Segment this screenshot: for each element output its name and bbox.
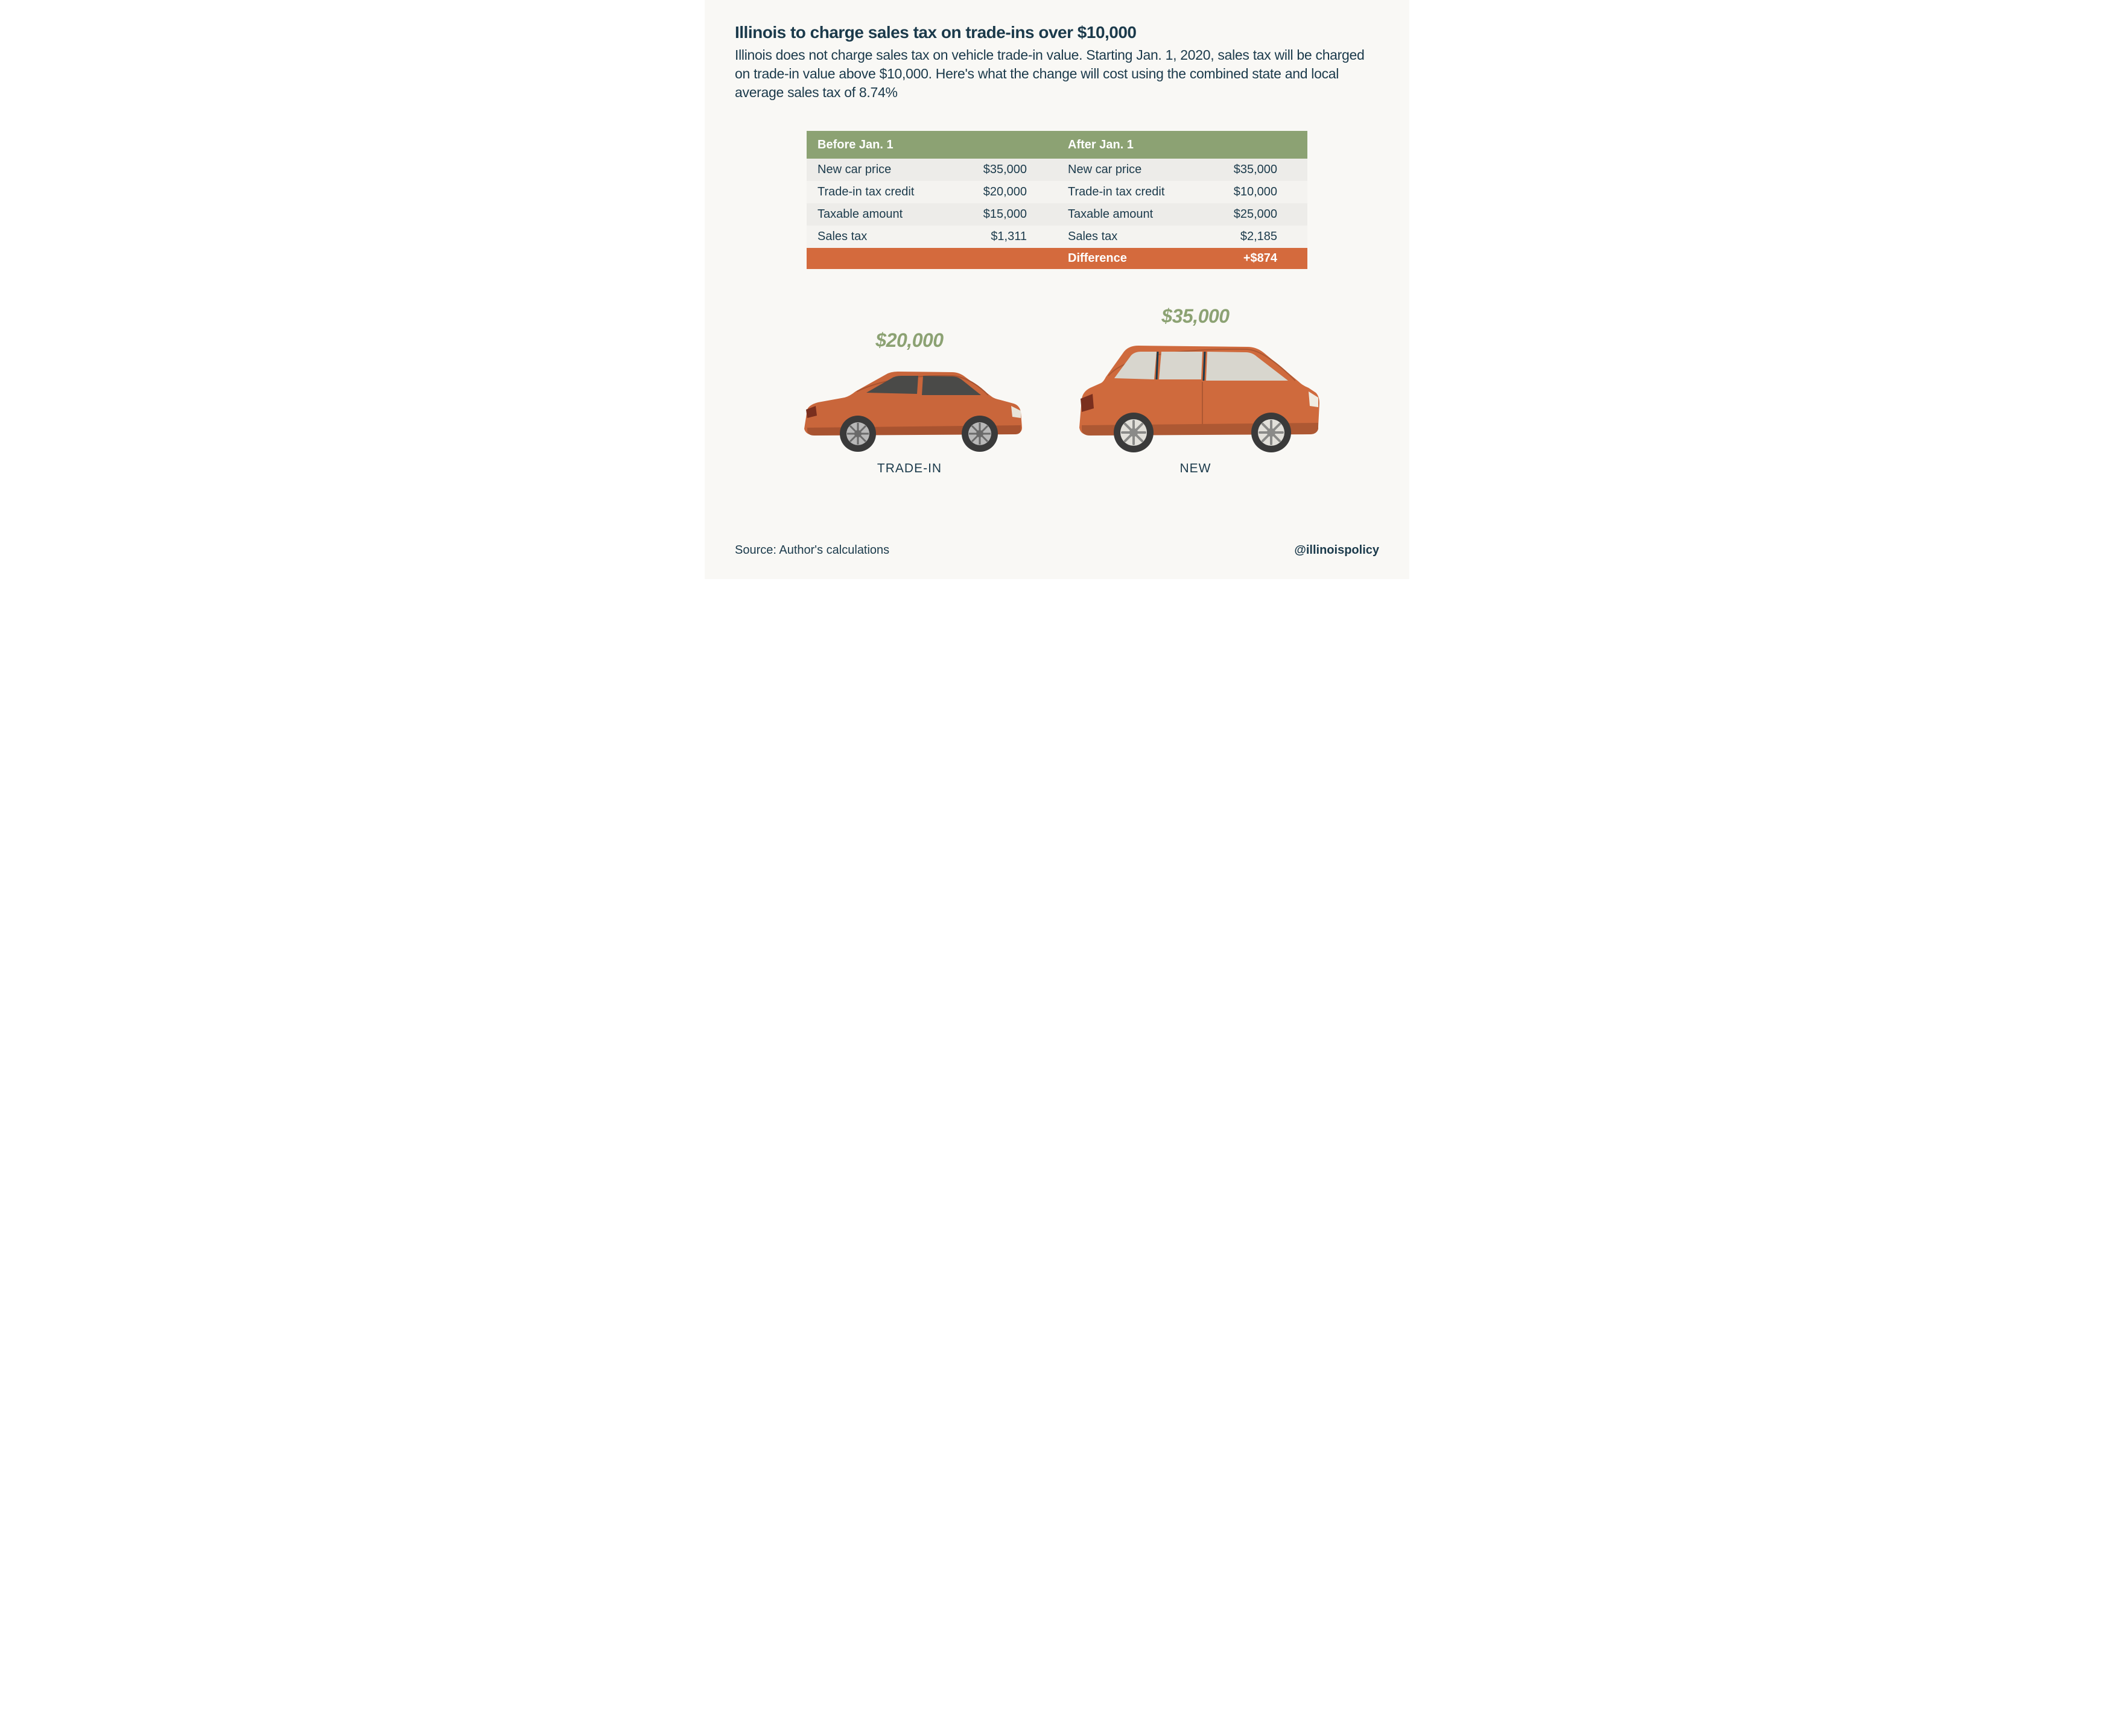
source-text: Source: Author's calculations bbox=[735, 543, 889, 557]
newcar-icon bbox=[1066, 338, 1325, 453]
tradein-block: $20,000 bbox=[789, 329, 1030, 476]
page-subtitle: Illinois does not charge sales tax on ve… bbox=[735, 46, 1379, 102]
newcar-block: $35,000 bbox=[1066, 305, 1325, 476]
footer: Source: Author's calculations @illinoisp… bbox=[735, 543, 1379, 557]
diff-blank bbox=[932, 248, 1058, 269]
table-diff-row: Difference +$874 bbox=[807, 248, 1307, 269]
tradein-label: TRADE-IN bbox=[789, 461, 1030, 476]
header-after: After Jan. 1 bbox=[1057, 131, 1182, 159]
header-after-blank bbox=[1182, 131, 1308, 159]
cell-after-label: Taxable amount bbox=[1057, 203, 1182, 226]
cell-before-val: $15,000 bbox=[932, 203, 1058, 226]
diff-blank bbox=[807, 248, 932, 269]
cell-after-val: $10,000 bbox=[1182, 181, 1308, 203]
tradein-price: $20,000 bbox=[789, 329, 1030, 352]
cell-before-label: Sales tax bbox=[807, 226, 932, 248]
diff-label: Difference bbox=[1057, 248, 1182, 269]
table-row: Sales tax $1,311 Sales tax $2,185 bbox=[807, 226, 1307, 248]
comparison-table: Before Jan. 1 After Jan. 1 New car price… bbox=[807, 131, 1307, 269]
cell-before-val: $20,000 bbox=[932, 181, 1058, 203]
table-row: Taxable amount $15,000 Taxable amount $2… bbox=[807, 203, 1307, 226]
newcar-price: $35,000 bbox=[1066, 305, 1325, 328]
handle-text: @illinoispolicy bbox=[1294, 543, 1379, 557]
infographic-page: Illinois to charge sales tax on trade-in… bbox=[705, 0, 1409, 579]
table-row: New car price $35,000 New car price $35,… bbox=[807, 159, 1307, 181]
cell-before-label: Trade-in tax credit bbox=[807, 181, 932, 203]
diff-value: +$874 bbox=[1182, 248, 1308, 269]
header-before: Before Jan. 1 bbox=[807, 131, 932, 159]
cell-before-label: New car price bbox=[807, 159, 932, 181]
header-before-blank bbox=[932, 131, 1058, 159]
cell-before-label: Taxable amount bbox=[807, 203, 932, 226]
tradein-car-icon bbox=[789, 363, 1030, 453]
comparison-table-wrap: Before Jan. 1 After Jan. 1 New car price… bbox=[807, 131, 1307, 269]
table-header-row: Before Jan. 1 After Jan. 1 bbox=[807, 131, 1307, 159]
cell-after-val: $2,185 bbox=[1182, 226, 1308, 248]
page-title: Illinois to charge sales tax on trade-in… bbox=[735, 23, 1379, 42]
table-row: Trade-in tax credit $20,000 Trade-in tax… bbox=[807, 181, 1307, 203]
cell-after-val: $35,000 bbox=[1182, 159, 1308, 181]
newcar-label: NEW bbox=[1066, 461, 1325, 476]
cell-before-val: $35,000 bbox=[932, 159, 1058, 181]
cell-before-val: $1,311 bbox=[932, 226, 1058, 248]
cell-after-label: New car price bbox=[1057, 159, 1182, 181]
cell-after-label: Trade-in tax credit bbox=[1057, 181, 1182, 203]
cell-after-label: Sales tax bbox=[1057, 226, 1182, 248]
cars-row: $20,000 bbox=[735, 305, 1379, 476]
cell-after-val: $25,000 bbox=[1182, 203, 1308, 226]
